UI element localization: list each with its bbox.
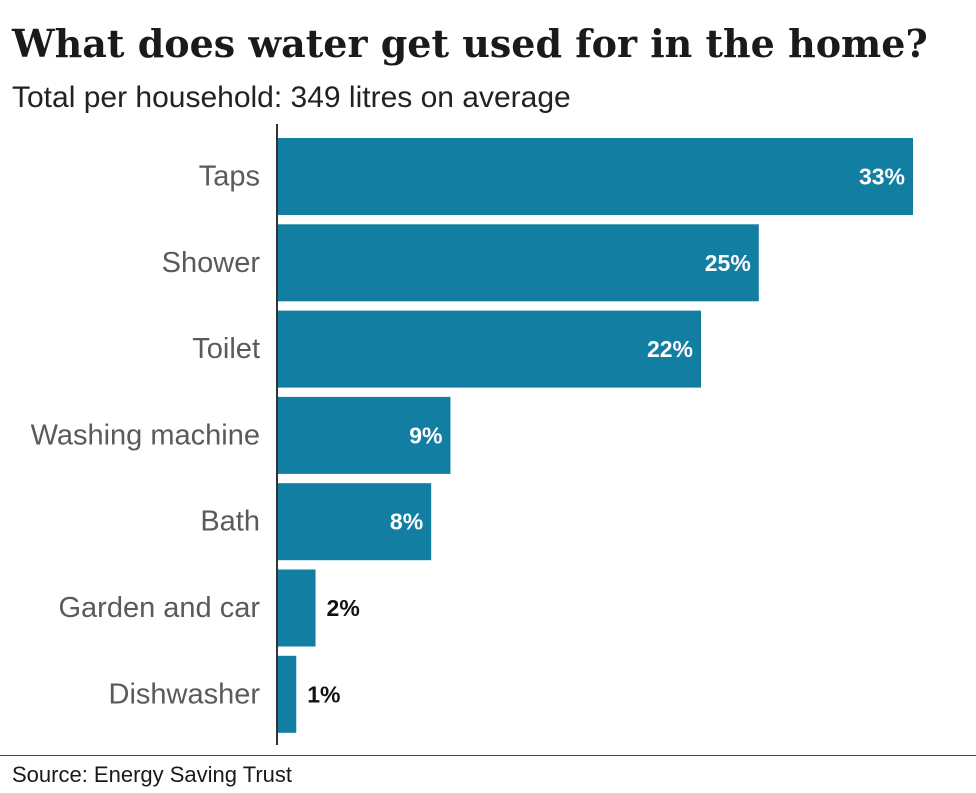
bar-toilet — [277, 310, 701, 388]
value-label: 33% — [859, 164, 905, 190]
bar-shower — [277, 224, 759, 302]
category-label: Shower — [162, 247, 261, 279]
bar-dishwasher — [277, 655, 297, 733]
category-label: Garden and car — [58, 592, 260, 624]
value-label: 2% — [327, 595, 360, 621]
bar-bath — [277, 483, 432, 561]
footer-divider — [0, 755, 976, 756]
bar-garden-and-car — [277, 569, 316, 647]
bars-layer: Taps 33% Shower 25% Toilet 22% Washing machine… — [31, 138, 913, 733]
chart-title: What does water get used for in the home… — [12, 21, 928, 66]
value-label: 25% — [705, 250, 751, 276]
bar-taps — [277, 138, 913, 215]
chart-subtitle: Total per household: 349 litres on avera… — [12, 81, 571, 114]
category-label: Dishwasher — [109, 678, 261, 710]
bar-chart: Taps 33% Shower 25% Toilet 22% Washing machine… — [31, 124, 913, 745]
value-label: 22% — [647, 336, 693, 362]
category-label: Toilet — [192, 333, 260, 365]
category-label: Taps — [199, 161, 260, 193]
bar-washing-machine — [277, 396, 451, 474]
value-label: 8% — [390, 509, 423, 535]
value-label: 9% — [409, 422, 442, 448]
category-label: Washing machine — [31, 419, 260, 451]
value-label: 1% — [307, 681, 340, 707]
source-note: Source: Energy Saving Trust — [12, 762, 293, 787]
category-label: Bath — [200, 506, 260, 538]
